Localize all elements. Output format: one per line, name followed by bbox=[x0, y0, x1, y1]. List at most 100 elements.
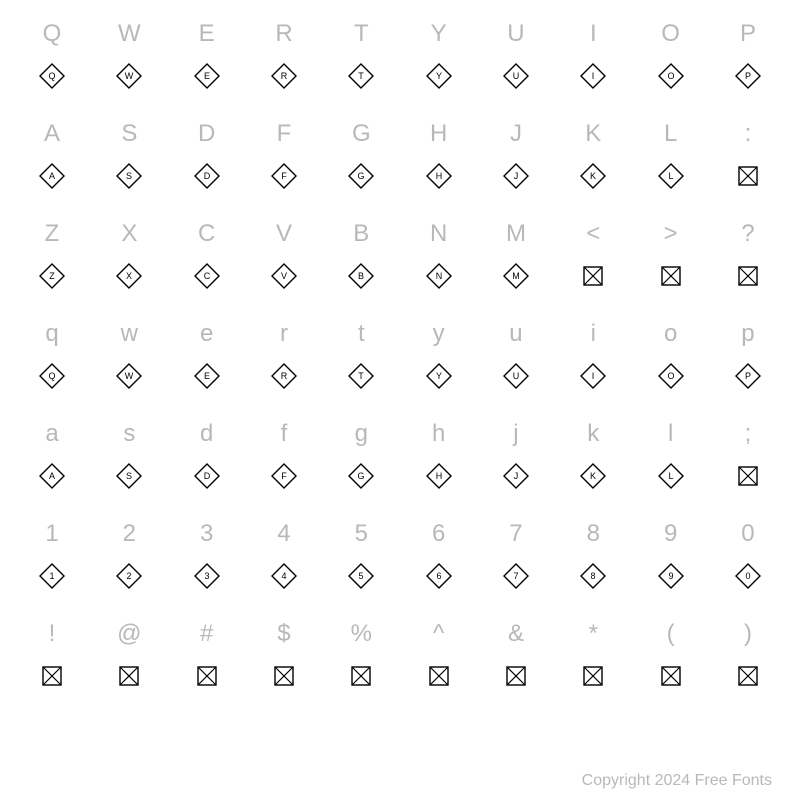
char-label: < bbox=[565, 220, 621, 248]
label-text: 1 bbox=[45, 520, 58, 548]
label-text: 7 bbox=[509, 520, 522, 548]
label-text: a bbox=[45, 420, 58, 448]
label-text: u bbox=[509, 320, 522, 348]
char-label: Y bbox=[411, 20, 467, 48]
char-label: J bbox=[488, 120, 544, 148]
glyph-row bbox=[24, 654, 776, 698]
svg-text:U: U bbox=[513, 71, 520, 81]
label-text: s bbox=[123, 420, 135, 448]
label-text: V bbox=[276, 220, 292, 248]
label-text: j bbox=[513, 420, 518, 448]
char-label: : bbox=[720, 120, 776, 148]
svg-text:7: 7 bbox=[513, 571, 518, 581]
svg-text:9: 9 bbox=[668, 571, 673, 581]
label-row: qwertyuiop bbox=[24, 314, 776, 354]
svg-text:8: 8 bbox=[591, 571, 596, 581]
diamond-glyph: O bbox=[643, 63, 699, 89]
label-text: d bbox=[200, 420, 213, 448]
char-label: 9 bbox=[643, 520, 699, 548]
missing-glyph-box bbox=[101, 666, 157, 686]
char-label: g bbox=[333, 420, 389, 448]
char-label: B bbox=[333, 220, 389, 248]
diamond-glyph: X bbox=[101, 263, 157, 289]
label-text: @ bbox=[117, 620, 141, 648]
label-text: Q bbox=[43, 20, 62, 48]
char-label: V bbox=[256, 220, 312, 248]
svg-text:U: U bbox=[513, 371, 520, 381]
char-label: H bbox=[411, 120, 467, 148]
svg-text:F: F bbox=[281, 171, 287, 181]
diamond-glyph: I bbox=[565, 363, 621, 389]
label-text: F bbox=[277, 120, 292, 148]
svg-text:0: 0 bbox=[745, 571, 750, 581]
char-label: 1 bbox=[24, 520, 80, 548]
label-text: E bbox=[199, 20, 215, 48]
diamond-glyph: R bbox=[256, 363, 312, 389]
svg-text:H: H bbox=[435, 471, 442, 481]
label-text: O bbox=[661, 20, 680, 48]
char-label: j bbox=[488, 420, 544, 448]
svg-text:I: I bbox=[592, 371, 595, 381]
svg-text:O: O bbox=[667, 371, 674, 381]
diamond-glyph: Q bbox=[24, 363, 80, 389]
svg-text:B: B bbox=[358, 271, 364, 281]
label-text: 3 bbox=[200, 520, 213, 548]
label-text: ) bbox=[744, 620, 752, 648]
char-label: 6 bbox=[411, 520, 467, 548]
char-label: S bbox=[101, 120, 157, 148]
label-text: K bbox=[585, 120, 601, 148]
label-text: D bbox=[198, 120, 215, 148]
label-text: C bbox=[198, 220, 215, 248]
svg-text:A: A bbox=[49, 471, 55, 481]
char-label: W bbox=[101, 20, 157, 48]
label-text: $ bbox=[277, 620, 290, 648]
missing-glyph-box bbox=[256, 666, 312, 686]
svg-text:5: 5 bbox=[359, 571, 364, 581]
glyph-row: Q W E R T Y U I O P bbox=[24, 54, 776, 98]
label-text: A bbox=[44, 120, 60, 148]
label-row: asdfghjkl; bbox=[24, 414, 776, 454]
svg-text:W: W bbox=[125, 71, 134, 81]
label-text: % bbox=[351, 620, 372, 648]
diamond-glyph: Y bbox=[411, 363, 467, 389]
label-text: 4 bbox=[277, 520, 290, 548]
diamond-glyph: S bbox=[101, 463, 157, 489]
char-label: @ bbox=[101, 620, 157, 648]
label-text: N bbox=[430, 220, 447, 248]
label-text: T bbox=[354, 20, 369, 48]
label-text: J bbox=[510, 120, 522, 148]
char-label: P bbox=[720, 20, 776, 48]
char-label: s bbox=[101, 420, 157, 448]
label-text: h bbox=[432, 420, 445, 448]
label-row: ZXCVBNM<>? bbox=[24, 214, 776, 254]
char-label: U bbox=[488, 20, 544, 48]
char-label: * bbox=[565, 620, 621, 648]
label-text: e bbox=[200, 320, 213, 348]
diamond-glyph: H bbox=[411, 463, 467, 489]
char-label: N bbox=[411, 220, 467, 248]
char-label: K bbox=[565, 120, 621, 148]
missing-glyph-box bbox=[179, 666, 235, 686]
label-text: f bbox=[281, 420, 288, 448]
diamond-glyph: Z bbox=[24, 263, 80, 289]
label-text: r bbox=[280, 320, 288, 348]
label-text: P bbox=[740, 20, 756, 48]
char-label: 3 bbox=[179, 520, 235, 548]
label-text: 6 bbox=[432, 520, 445, 548]
label-text: < bbox=[586, 220, 600, 248]
diamond-glyph: Q bbox=[24, 63, 80, 89]
missing-glyph-box bbox=[720, 466, 776, 486]
char-label: y bbox=[411, 320, 467, 348]
svg-text:Q: Q bbox=[48, 71, 55, 81]
label-row: ASDFGHJKL: bbox=[24, 114, 776, 154]
label-text: l bbox=[668, 420, 673, 448]
diamond-glyph: F bbox=[256, 163, 312, 189]
diamond-glyph: 0 bbox=[720, 563, 776, 589]
glyph-row: 1 2 3 4 5 6 7 8 9 0 bbox=[24, 554, 776, 598]
char-label: T bbox=[333, 20, 389, 48]
label-text: L bbox=[664, 120, 677, 148]
glyph-row: Z X C V B N M bbox=[24, 254, 776, 298]
label-text: ; bbox=[745, 420, 752, 448]
svg-text:J: J bbox=[514, 171, 519, 181]
diamond-glyph: W bbox=[101, 63, 157, 89]
